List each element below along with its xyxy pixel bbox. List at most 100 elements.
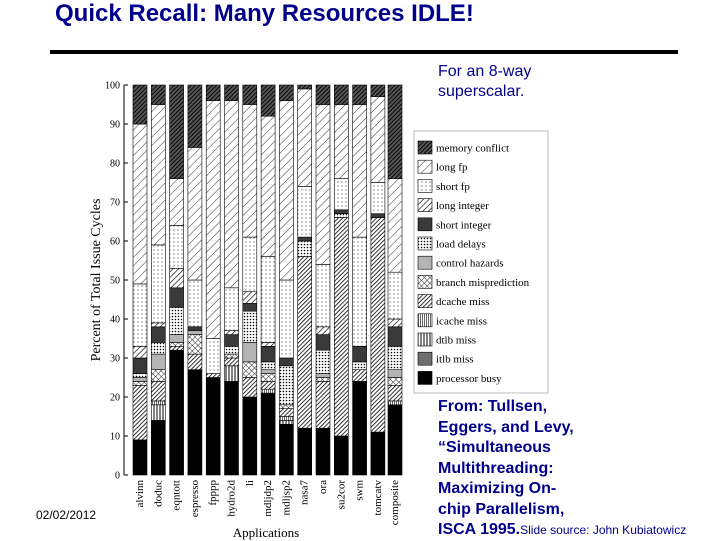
bar-segment-memory-conflict	[315, 84, 331, 105]
y-axis-label: Percent of Total Issue Cycles	[89, 199, 104, 362]
bar-segment-control-hazards	[132, 377, 148, 382]
bar-segment-dcache-miss	[315, 381, 331, 429]
x-tick-label: nasa7	[299, 480, 311, 506]
bar-segment-branch-misprediction	[224, 353, 239, 359]
bar-segment-dtlb-miss	[279, 420, 294, 425]
bar-segment-short-fp	[224, 287, 239, 331]
x-tick-label: doduc	[152, 480, 164, 507]
bar-segment-short-fp	[297, 186, 313, 238]
bar-segment-branch-misprediction	[242, 361, 258, 378]
bar-segment-short-integer	[315, 334, 331, 351]
y-tick-label: 100	[105, 81, 120, 92]
bar-segment-icache-miss	[260, 388, 276, 394]
bar-segment-load-delays	[352, 361, 367, 370]
bar-segment-branch-misprediction	[315, 377, 331, 382]
bar-segment-long-integer	[132, 345, 148, 359]
bar-segment-processor-busy	[151, 420, 166, 476]
bar-segment-memory-conflict	[370, 84, 386, 97]
bar-segment-branch-misprediction	[279, 404, 294, 409]
bar-segment-icache-miss	[387, 400, 403, 406]
legend-swatch	[417, 275, 433, 289]
bar-segment-short-fp	[279, 279, 294, 359]
bar-segment-short-integer	[242, 303, 258, 312]
legend-swatch	[417, 332, 433, 347]
bar-segment-long-integer	[315, 326, 331, 335]
x-tick-label: alvinn	[134, 480, 146, 508]
y-tick-label: 70	[110, 198, 120, 209]
bar-segment-dcache-miss	[333, 217, 349, 437]
bar-segment-short-fp	[333, 178, 349, 211]
bar-segment-short-fp	[187, 279, 203, 328]
legend-swatch	[417, 159, 433, 174]
bar-segment-memory-conflict	[169, 84, 184, 179]
bar-segment-dcache-miss	[169, 345, 184, 351]
bar-segment-branch-misprediction	[260, 373, 276, 382]
bar-segment-memory-conflict	[260, 84, 276, 117]
y-tick-label: 40	[110, 315, 120, 326]
bar-segment-memory-conflict	[205, 84, 221, 101]
bar-segment-long-integer	[260, 342, 276, 347]
x-tick-label: hydro2d	[226, 480, 238, 517]
bar-segment-dcache-miss	[187, 353, 203, 371]
x-tick-label: mdljdp2	[262, 480, 274, 517]
bar-segment-load-delays	[279, 365, 294, 406]
bar-segment-long-fp	[352, 104, 367, 238]
bar-segment-dcache-miss	[370, 217, 386, 433]
bar-segment-dcache-miss	[132, 384, 148, 441]
bar-segment-dcache-miss	[224, 357, 239, 367]
bar-segment-memory-conflict	[242, 84, 258, 105]
x-tick-label: li	[244, 480, 256, 486]
bar-segment-short-fp	[242, 236, 258, 293]
bar-segment-processor-busy	[297, 427, 313, 476]
legend-swatch	[417, 236, 433, 251]
bar-segment-processor-busy	[224, 381, 239, 476]
y-tick-label: 10	[110, 432, 120, 443]
bar-segment-processor-busy	[260, 392, 276, 476]
bar-segment-dcache-miss	[151, 381, 166, 402]
bar-segment-processor-busy	[333, 435, 349, 476]
bar-segment-control-hazards	[260, 369, 276, 374]
bar-segment-processor-busy	[352, 381, 367, 476]
bar-segment-control-hazards	[169, 334, 184, 343]
bar-segment-load-delays	[242, 310, 258, 343]
x-tick-label: espresso	[189, 480, 201, 518]
bar-segment-short-integer	[279, 357, 294, 367]
bar-segment-short-integer	[333, 209, 349, 215]
legend-label: load delays	[436, 239, 486, 251]
slide-source: Slide source: John Kubiatowicz	[520, 523, 687, 537]
y-tick-label: 80	[110, 159, 120, 170]
bar-segment-short-fp	[387, 271, 403, 320]
bar-segment-processor-busy	[370, 431, 386, 476]
bar-segment-long-fp	[260, 115, 276, 257]
bar-segment-long-fp	[187, 147, 203, 281]
legend-label: long fp	[436, 162, 468, 174]
bar-segment-icache-miss	[151, 400, 166, 406]
bar-segment-processor-busy	[387, 404, 403, 476]
bar-segment-short-integer	[387, 326, 403, 347]
y-tick-label: 20	[110, 393, 120, 404]
bar-segment-short-fp	[132, 283, 148, 347]
bar-segment-short-integer	[297, 236, 313, 242]
bar-segment-memory-conflict	[279, 84, 294, 101]
bar-segment-dcache-miss	[260, 381, 276, 390]
bar-segment-load-delays	[132, 373, 148, 378]
bar-segment-memory-conflict	[333, 84, 349, 105]
bar-segment-short-integer	[370, 213, 386, 218]
y-tick-label: 50	[110, 276, 120, 287]
bar-segment-icache-miss	[279, 416, 294, 421]
x-axis-label: Applications	[233, 525, 299, 540]
legend-label: itlb miss	[436, 354, 474, 366]
bar-segment-processor-busy	[187, 369, 203, 476]
bar-segment-memory-conflict	[387, 84, 403, 179]
bar-segment-control-hazards	[387, 369, 403, 378]
bar-segment-short-fp	[151, 244, 166, 324]
bar-segment-short-integer	[132, 357, 148, 374]
bar-segment-short-fp	[352, 236, 367, 347]
bar-segment-branch-misprediction	[387, 377, 403, 386]
legend-label: dcache miss	[436, 296, 489, 308]
bar-segment-long-integer	[387, 318, 403, 328]
bar-segment-long-integer	[242, 291, 258, 304]
slide-date: 02/02/2012	[36, 508, 97, 522]
x-tick-label: su2cor	[335, 480, 347, 510]
